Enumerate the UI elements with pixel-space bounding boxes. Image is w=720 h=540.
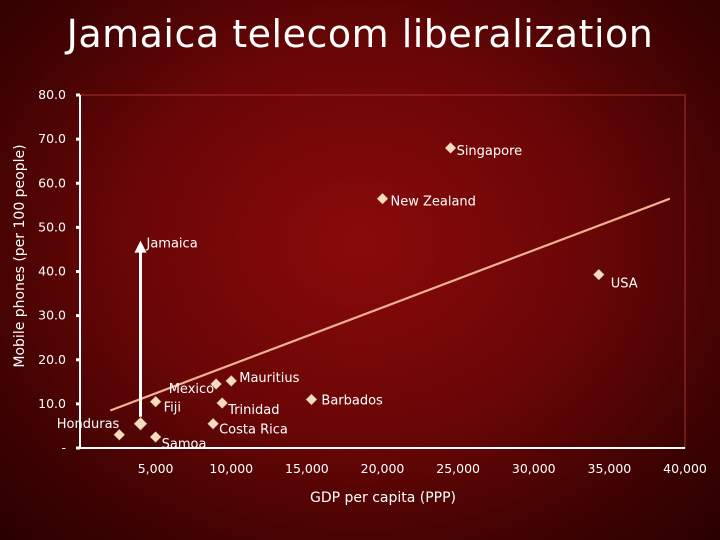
y-tick-label: 10.0 — [38, 396, 66, 411]
x-tick-label: 10,000 — [209, 461, 253, 476]
y-tick-label: 70.0 — [38, 131, 66, 146]
data-point-fiji — [149, 395, 162, 408]
data-point-mexico — [210, 378, 222, 390]
data-point-honduras — [113, 428, 126, 441]
y-axis-ticks: - 10.0 20.0 30.0 40.0 50.0 60.0 70.0 80.0 — [38, 87, 80, 455]
x-tick-label: 35,000 — [588, 461, 632, 476]
x-tick-label: 40,000 — [663, 461, 707, 476]
data-point-usa — [592, 268, 605, 281]
data-label: Samoa — [162, 437, 207, 452]
y-tick-label: 20.0 — [38, 352, 66, 367]
trendline — [109, 197, 671, 412]
data-label: Costa Rica — [219, 423, 288, 438]
data-point-costa-rica — [207, 417, 219, 430]
data-point-singapore — [444, 142, 457, 154]
y-tick-label: 50.0 — [38, 219, 66, 234]
slide-title: Jamaica telecom liberalization — [66, 12, 654, 56]
data-label: USA — [611, 277, 638, 292]
data-label: New Zealand — [391, 195, 476, 210]
data-label: Mexico — [169, 382, 214, 397]
y-tick-label: 30.0 — [38, 308, 66, 323]
data-label: Singapore — [457, 144, 523, 159]
x-tick-label: 25,000 — [436, 461, 480, 476]
x-axis-ticks: 5,000 10,000 15,000 20,000 25,000 30,000 35,00… — [138, 461, 707, 476]
x-tick-label: 5,000 — [138, 461, 174, 476]
data-point-jamaica — [133, 416, 148, 431]
data-label: Mauritius — [239, 371, 299, 386]
data-point-samoa — [149, 431, 162, 443]
y-tick-label: 80.0 — [38, 87, 66, 102]
jamaica-arrow — [134, 240, 147, 417]
data-points: Singapore New Zealand USA Mauritius Mexico Fi… — [57, 142, 638, 452]
data-label: Jamaica — [146, 237, 198, 252]
arrow-head — [134, 240, 147, 253]
data-label: Trinidad — [227, 403, 279, 418]
y-tick-label: 60.0 — [38, 175, 66, 190]
data-point-trinidad — [216, 397, 229, 409]
data-point-new-zealand — [376, 192, 389, 205]
x-tick-label: 15,000 — [285, 461, 329, 476]
x-tick-label: 30,000 — [512, 461, 556, 476]
data-label: Barbados — [321, 393, 383, 408]
y-tick-label: 40.0 — [38, 264, 66, 279]
data-point-barbados — [305, 393, 318, 406]
data-label: Honduras — [57, 417, 120, 432]
x-axis-label: GDP per capita (PPP) — [310, 490, 456, 506]
data-label: Fiji — [164, 401, 181, 416]
y-axis-label: Mobile phones (per 100 people) — [12, 144, 28, 367]
x-tick-label: 20,000 — [361, 461, 405, 476]
data-point-mauritius — [225, 375, 238, 387]
y-tick-label: - — [61, 440, 66, 455]
